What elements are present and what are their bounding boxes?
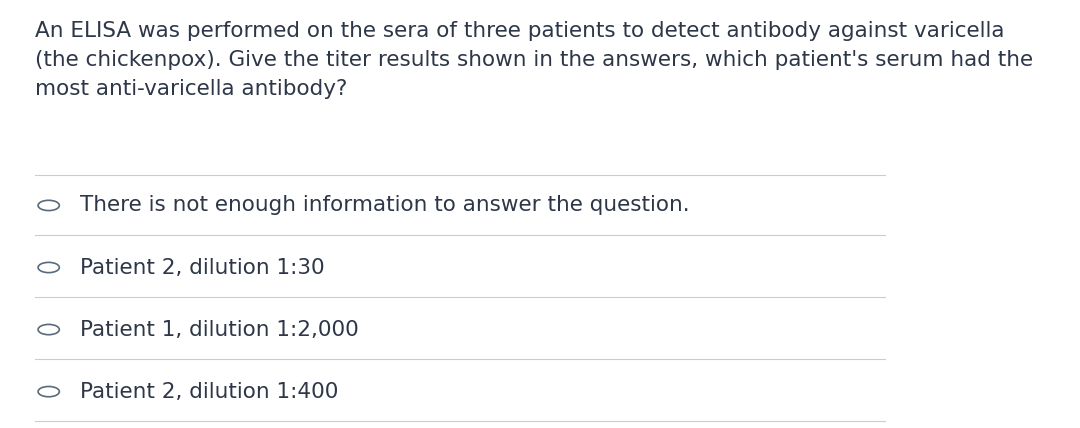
Circle shape (38, 324, 59, 335)
Circle shape (38, 386, 59, 397)
Text: Patient 1, dilution 1:2,000: Patient 1, dilution 1:2,000 (80, 320, 359, 339)
Text: Patient 2, dilution 1:400: Patient 2, dilution 1:400 (80, 382, 338, 401)
Text: An ELISA was performed on the sera of three patients to detect antibody against : An ELISA was performed on the sera of th… (36, 21, 1034, 99)
Circle shape (38, 200, 59, 211)
Text: There is not enough information to answer the question.: There is not enough information to answe… (80, 196, 689, 215)
Text: Patient 2, dilution 1:30: Patient 2, dilution 1:30 (80, 258, 324, 277)
Circle shape (38, 262, 59, 273)
